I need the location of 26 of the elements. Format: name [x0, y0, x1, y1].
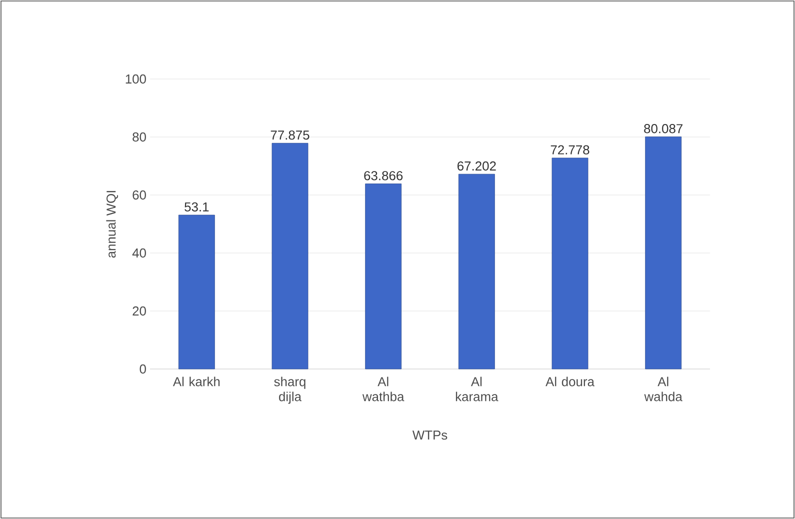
bar: [365, 184, 402, 370]
x-tick-label: Al karama: [456, 376, 498, 402]
y-tick-label: 20: [132, 306, 146, 316]
data-label: 53.1: [184, 202, 209, 212]
y-axis-title: annual WQI: [106, 191, 118, 258]
x-tick-label: Al wahda: [644, 376, 682, 402]
data-label: 80.087: [644, 124, 682, 134]
x-tick-label: Al wathba: [362, 376, 404, 402]
x-axis-title: WTPs: [412, 430, 448, 440]
data-label: 77.875: [270, 130, 310, 140]
x-tick-label: Al karkh: [172, 376, 220, 386]
data-label: 63.866: [364, 171, 403, 180]
bar: [458, 174, 495, 370]
y-tick-label: 100: [126, 74, 146, 84]
y-tick-label: 60: [132, 190, 146, 200]
bar: [272, 142, 308, 370]
x-tick-label: sharq dijla: [274, 376, 306, 404]
bar: [645, 136, 682, 370]
y-tick-label: 80: [132, 132, 146, 142]
data-label: 67.202: [458, 161, 496, 171]
data-label: 72.778: [550, 145, 590, 154]
bar: [178, 214, 215, 370]
y-tick-label: 0: [140, 364, 146, 374]
bar: [552, 158, 588, 370]
y-tick-label: 40: [132, 248, 146, 258]
x-tick-label: Al doura: [546, 376, 594, 386]
